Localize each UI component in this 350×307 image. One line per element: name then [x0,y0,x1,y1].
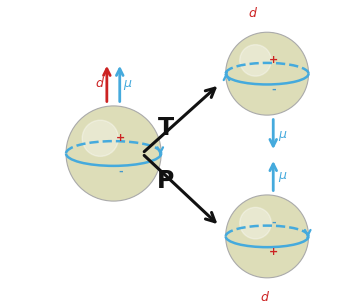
Text: +: + [269,247,278,257]
Text: μ: μ [124,77,131,90]
Text: μ: μ [278,169,286,182]
Text: d: d [95,77,103,90]
Text: +: + [116,133,125,143]
Circle shape [240,45,271,76]
Circle shape [226,32,309,115]
Text: P: P [157,169,174,192]
Text: -: - [271,218,276,228]
Circle shape [240,208,271,239]
Text: T: T [158,116,174,140]
Text: +: + [269,56,278,65]
Text: -: - [118,167,123,177]
Text: -: - [271,84,276,95]
Text: μ: μ [278,128,286,141]
Text: d: d [261,290,268,304]
Circle shape [226,195,309,278]
Text: d: d [248,6,256,20]
Circle shape [66,106,161,201]
Circle shape [82,120,118,156]
